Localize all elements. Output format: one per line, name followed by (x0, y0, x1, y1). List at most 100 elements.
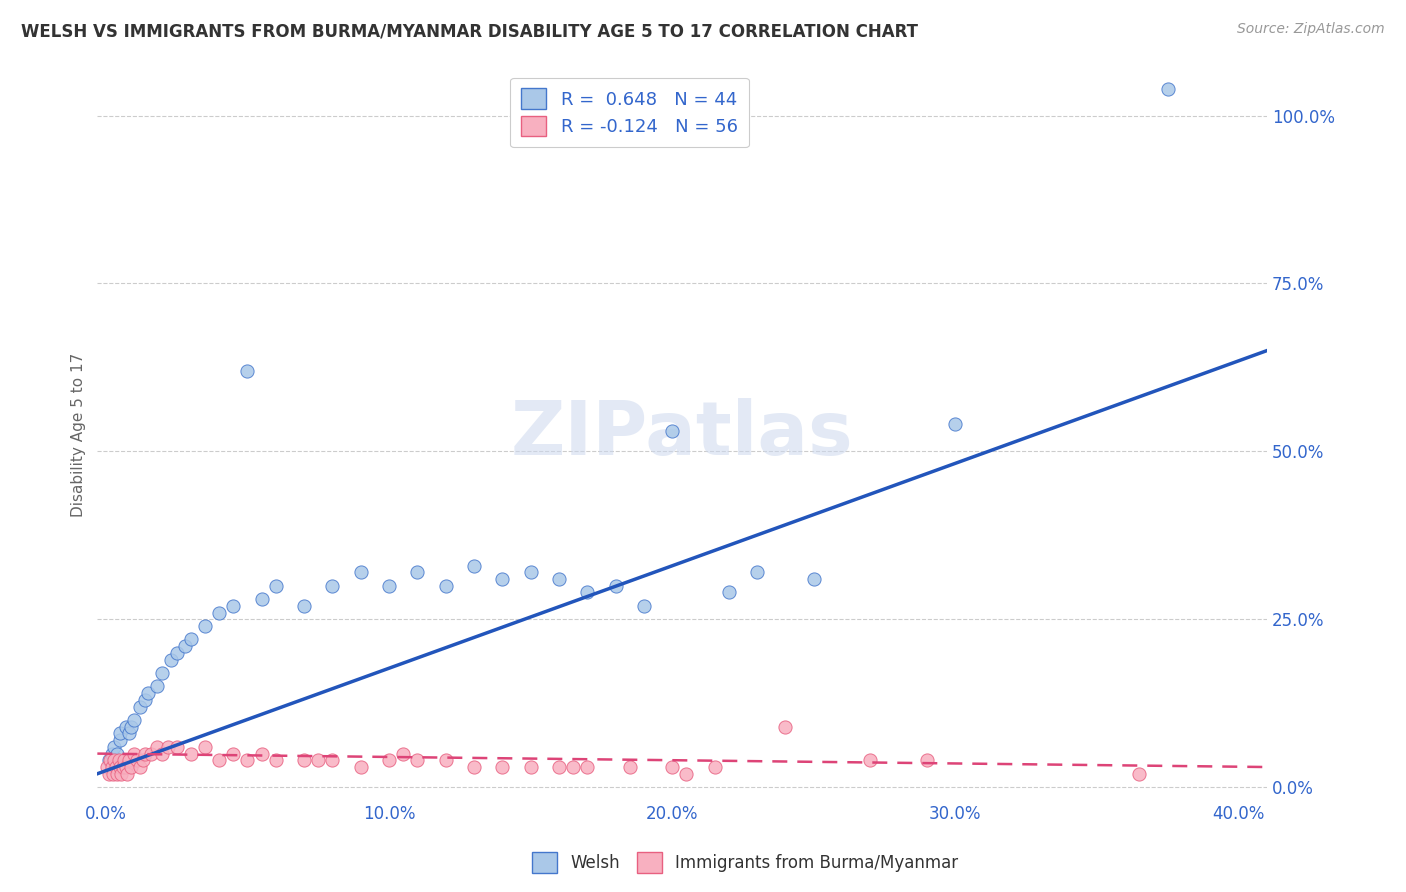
Point (519, 760, 541, 774)
Point (103, 753, 125, 767)
Legend: R =  0.648   N = 44, R = -0.124   N = 56: R = 0.648 N = 44, R = -0.124 N = 56 (510, 78, 748, 147)
Point (548, 572, 571, 586)
Point (392, 747, 415, 761)
Point (222, 599, 245, 613)
Point (166, 739, 188, 754)
Point (194, 619, 217, 633)
Point (157, 739, 180, 754)
Point (250, 747, 273, 761)
Point (264, 753, 287, 767)
Point (1157, 81, 1180, 95)
Point (208, 753, 231, 767)
Point (134, 693, 156, 707)
Point (548, 760, 571, 774)
Point (350, 566, 373, 580)
Point (120, 760, 142, 774)
Point (128, 699, 150, 714)
Point (98, 753, 121, 767)
Point (222, 747, 245, 761)
Point (378, 753, 401, 767)
Point (146, 680, 169, 694)
Point (146, 739, 169, 754)
Point (576, 585, 599, 599)
Legend: Welsh, Immigrants from Burma/Myanmar: Welsh, Immigrants from Burma/Myanmar (526, 846, 965, 880)
Point (96, 760, 118, 774)
Point (117, 726, 139, 740)
Point (378, 579, 401, 593)
Point (562, 760, 585, 774)
Point (180, 747, 202, 761)
Point (703, 760, 725, 774)
Point (350, 760, 373, 774)
Point (633, 599, 655, 613)
Point (152, 747, 174, 761)
Point (101, 766, 124, 780)
Point (114, 760, 136, 774)
Y-axis label: Disability Age 5 to 17: Disability Age 5 to 17 (72, 352, 86, 516)
Point (250, 592, 273, 607)
Point (717, 585, 740, 599)
Point (128, 760, 150, 774)
Point (108, 726, 131, 740)
Point (115, 766, 138, 780)
Point (576, 760, 599, 774)
Point (775, 720, 797, 734)
Point (105, 747, 128, 761)
Point (122, 713, 145, 727)
Point (491, 760, 513, 774)
Point (292, 753, 315, 767)
Point (406, 753, 429, 767)
Point (166, 646, 188, 660)
Point (100, 747, 122, 761)
Point (463, 558, 485, 573)
Point (141, 747, 163, 761)
Point (114, 720, 136, 734)
Point (97, 766, 120, 780)
Point (321, 753, 343, 767)
Point (208, 606, 231, 620)
Point (491, 572, 513, 586)
Point (134, 747, 156, 761)
Point (915, 753, 938, 767)
Point (194, 739, 217, 754)
Point (104, 760, 127, 774)
Point (463, 760, 485, 774)
Point (803, 572, 825, 586)
Point (160, 652, 183, 666)
Point (292, 599, 315, 613)
Point (236, 753, 259, 767)
Point (110, 766, 132, 780)
Point (112, 753, 135, 767)
Point (675, 766, 697, 780)
Point (406, 566, 429, 580)
Point (122, 747, 145, 761)
Point (174, 639, 197, 653)
Text: ZIPatlas: ZIPatlas (510, 398, 853, 471)
Point (180, 632, 202, 647)
Point (661, 424, 683, 438)
Point (1128, 766, 1150, 780)
Point (605, 579, 627, 593)
Point (107, 753, 129, 767)
Point (264, 579, 287, 593)
Point (105, 766, 128, 780)
Point (434, 579, 457, 593)
Point (619, 760, 641, 774)
Point (859, 753, 882, 767)
Point (747, 566, 769, 580)
Point (131, 753, 153, 767)
Text: WELSH VS IMMIGRANTS FROM BURMA/MYANMAR DISABILITY AGE 5 TO 17 CORRELATION CHART: WELSH VS IMMIGRANTS FROM BURMA/MYANMAR D… (21, 22, 918, 40)
Point (103, 739, 125, 754)
Point (519, 566, 541, 580)
Point (111, 760, 134, 774)
Point (100, 760, 122, 774)
Point (136, 686, 159, 700)
Point (125, 753, 148, 767)
Point (108, 733, 131, 747)
Point (945, 417, 967, 432)
Point (120, 720, 142, 734)
Point (661, 760, 683, 774)
Point (321, 579, 343, 593)
Point (152, 665, 174, 680)
Point (117, 753, 139, 767)
